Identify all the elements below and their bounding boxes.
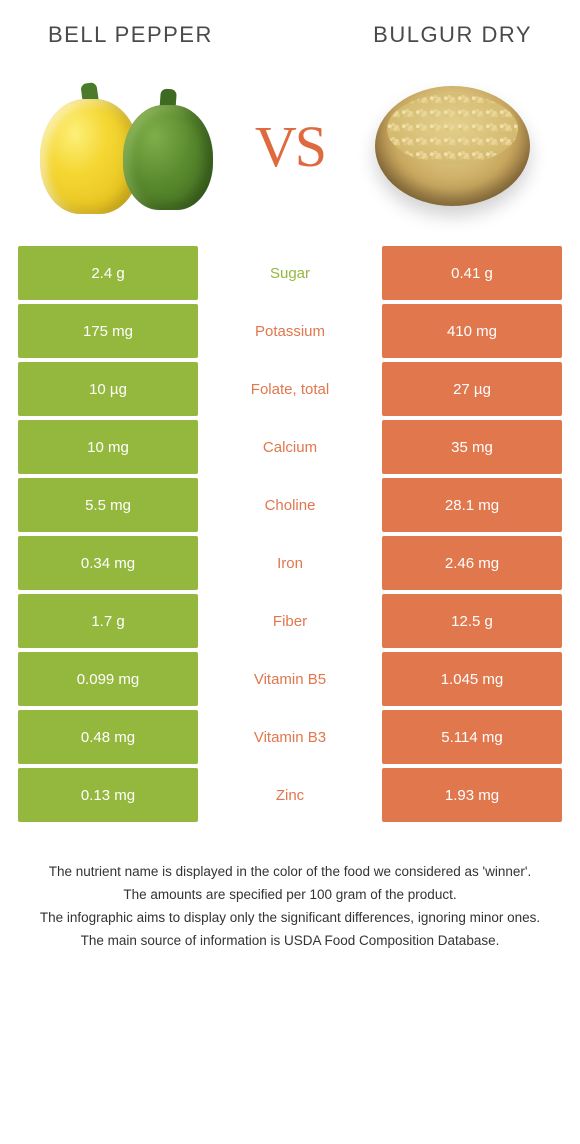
right-value: 27 µg	[382, 362, 562, 416]
left-value: 0.34 mg	[18, 536, 198, 590]
right-value: 1.93 mg	[382, 768, 562, 822]
nutrient-name: Choline	[198, 478, 382, 532]
footnotes: The nutrient name is displayed in the co…	[0, 826, 580, 952]
right-value: 2.46 mg	[382, 536, 562, 590]
nutrient-table: 2.4 gSugar0.41 g175 mgPotassium410 mg10 …	[0, 246, 580, 822]
table-row: 175 mgPotassium410 mg	[18, 304, 562, 358]
right-value: 35 mg	[382, 420, 562, 474]
header: Bell pepper Bulgur dry	[0, 0, 580, 58]
table-row: 0.34 mgIron2.46 mg	[18, 536, 562, 590]
nutrient-name: Vitamin B5	[198, 652, 382, 706]
vs-label: VS	[255, 113, 325, 180]
footnote-line: The main source of information is USDA F…	[30, 931, 550, 952]
left-value: 0.13 mg	[18, 768, 198, 822]
footnote-line: The nutrient name is displayed in the co…	[30, 862, 550, 883]
nutrient-name: Potassium	[198, 304, 382, 358]
left-value: 1.7 g	[18, 594, 198, 648]
table-row: 0.48 mgVitamin B35.114 mg	[18, 710, 562, 764]
nutrient-name: Iron	[198, 536, 382, 590]
left-value: 0.099 mg	[18, 652, 198, 706]
right-value: 1.045 mg	[382, 652, 562, 706]
left-value: 175 mg	[18, 304, 198, 358]
table-row: 10 µgFolate, total27 µg	[18, 362, 562, 416]
nutrient-name: Zinc	[198, 768, 382, 822]
nutrient-name: Vitamin B3	[198, 710, 382, 764]
right-value: 28.1 mg	[382, 478, 562, 532]
right-value: 410 mg	[382, 304, 562, 358]
left-value: 0.48 mg	[18, 710, 198, 764]
nutrient-name: Sugar	[198, 246, 382, 300]
nutrient-name: Fiber	[198, 594, 382, 648]
left-value: 10 mg	[18, 420, 198, 474]
left-value: 2.4 g	[18, 246, 198, 300]
table-row: 0.099 mgVitamin B51.045 mg	[18, 652, 562, 706]
right-value: 5.114 mg	[382, 710, 562, 764]
table-row: 10 mgCalcium35 mg	[18, 420, 562, 474]
left-value: 5.5 mg	[18, 478, 198, 532]
title-left: Bell pepper	[48, 22, 213, 48]
table-row: 2.4 gSugar0.41 g	[18, 246, 562, 300]
nutrient-name: Calcium	[198, 420, 382, 474]
right-value: 0.41 g	[382, 246, 562, 300]
footnote-line: The amounts are specified per 100 gram o…	[30, 885, 550, 906]
bulgur-image	[362, 66, 542, 226]
table-row: 5.5 mgCholine28.1 mg	[18, 478, 562, 532]
nutrient-name: Folate, total	[198, 362, 382, 416]
bell-pepper-image	[38, 66, 218, 226]
hero: VS	[0, 58, 580, 246]
table-row: 1.7 gFiber12.5 g	[18, 594, 562, 648]
title-right: Bulgur dry	[373, 22, 532, 48]
footnote-line: The infographic aims to display only the…	[30, 908, 550, 929]
right-value: 12.5 g	[382, 594, 562, 648]
table-row: 0.13 mgZinc1.93 mg	[18, 768, 562, 822]
left-value: 10 µg	[18, 362, 198, 416]
